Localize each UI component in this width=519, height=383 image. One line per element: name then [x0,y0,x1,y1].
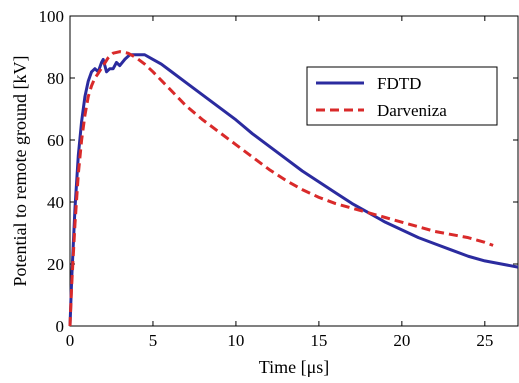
axis-ticks: 0 5 10 15 20 25 0 20 40 60 80 100 [39,7,518,350]
y-axis-title: Potential to remote ground [kV] [10,56,30,287]
plot-area [69,15,519,327]
x-tick-label: 20 [393,331,410,350]
series-line-darveniza [68,50,494,327]
y-tick-label: 40 [47,193,64,212]
y-tick-label: 80 [47,69,64,88]
y-tick-label: 0 [56,317,65,336]
x-tick-label: 0 [66,331,75,350]
legend-label-fdtd: FDTD [377,74,421,93]
x-tick-label: 10 [227,331,244,350]
y-tick-label: 60 [47,131,64,150]
legend-label-darveniza: Darveniza [377,101,447,120]
series-line-fdtd [68,53,519,327]
series-layer [68,50,519,327]
x-axis-title: Time [μs] [259,357,330,377]
x-tick-label: 5 [149,331,158,350]
legend: FDTD Darveniza [306,66,498,126]
x-tick-label: 25 [476,331,493,350]
y-tick-label: 20 [47,255,64,274]
legend-box [306,66,498,126]
plot-frame [69,15,519,327]
x-tick-label: 15 [310,331,327,350]
y-tick-label: 100 [39,7,65,26]
